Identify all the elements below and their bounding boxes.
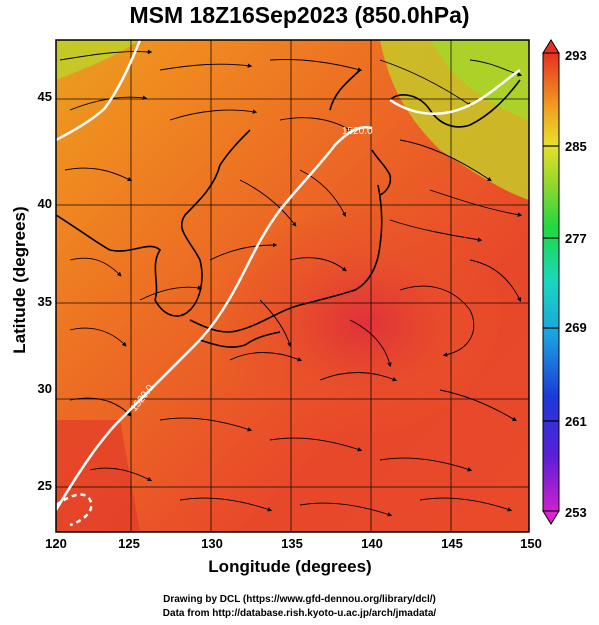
lat-lon-grid (56, 40, 529, 532)
colorbar-min-triangle (542, 510, 560, 525)
contour-label-north: 1520.0 (342, 126, 373, 137)
colorbar-max-triangle (542, 39, 560, 54)
cool-region-northwest (56, 40, 140, 80)
wind-streamlines (59, 49, 523, 517)
coastlines (56, 69, 521, 348)
y-tick-30: 30 (37, 381, 52, 396)
plot-frame (55, 39, 530, 533)
geopotential-contours (56, 40, 521, 527)
page-title: MSM 18Z16Sep2023 (850.0hPa) (129, 2, 470, 28)
warm-core (160, 180, 500, 440)
x-tick-140: 140 (361, 536, 383, 551)
colorbar-label-253: 253 (565, 505, 587, 520)
credit-data: Data from http://database.rish.kyoto-u.a… (162, 608, 437, 619)
colorbar-label-277: 277 (565, 231, 587, 246)
colorbar-label-269: 269 (565, 320, 587, 335)
cool-region-far-northeast (430, 40, 529, 120)
colorbar (542, 39, 560, 525)
x-tick-135: 135 (281, 536, 303, 551)
x-tick-125: 125 (118, 536, 140, 551)
x-tick-150: 150 (520, 536, 542, 551)
x-axis-label: Longitude (degrees) (208, 557, 372, 576)
x-tick-130: 130 (201, 536, 223, 551)
y-tick-35: 35 (37, 294, 52, 309)
x-tick-145: 145 (441, 536, 463, 551)
colorbar-scale (542, 52, 560, 512)
colorbar-label-293: 293 (565, 48, 587, 63)
colorbar-label-261: 261 (565, 414, 587, 429)
y-tick-45: 45 (37, 89, 52, 104)
y-tick-40: 40 (37, 196, 52, 211)
credit-drawing: Drawing by DCL (https://www.gfd-dennou.o… (163, 594, 436, 605)
x-tick-120: 120 (45, 536, 67, 551)
colorbar-label-285: 285 (565, 139, 587, 154)
y-tick-25: 25 (37, 478, 52, 493)
warm-region-southwest (56, 420, 140, 532)
